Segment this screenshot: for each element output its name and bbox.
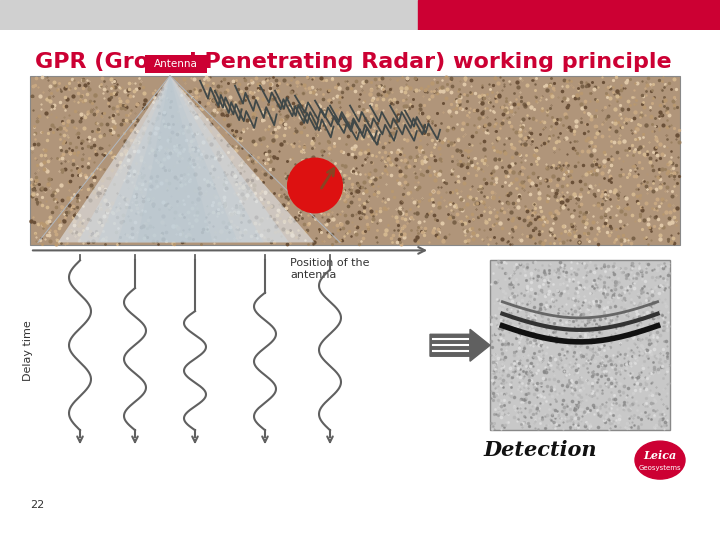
Text: Leica: Leica [644, 450, 677, 461]
Polygon shape [97, 76, 264, 242]
Text: GPR (Ground Penetrating Radar) working principle: GPR (Ground Penetrating Radar) working p… [35, 52, 672, 72]
Bar [418, 0, 720, 30]
Text: Position of the
antenna: Position of the antenna [290, 258, 369, 280]
Text: Delay time: Delay time [23, 320, 33, 381]
Polygon shape [58, 76, 315, 242]
Circle shape [287, 158, 343, 213]
Text: 22: 22 [30, 500, 44, 510]
Bar [30, 76, 680, 245]
FancyArrow shape [430, 329, 490, 361]
Bar [490, 260, 670, 430]
FancyBboxPatch shape [145, 55, 207, 73]
Text: Detection: Detection [483, 440, 597, 460]
Bar [0, 0, 418, 30]
Text: Geosystems: Geosystems [639, 465, 681, 471]
Ellipse shape [635, 441, 685, 479]
Text: Antenna: Antenna [154, 59, 198, 69]
Polygon shape [137, 76, 212, 242]
Polygon shape [78, 76, 289, 242]
Polygon shape [117, 76, 238, 242]
